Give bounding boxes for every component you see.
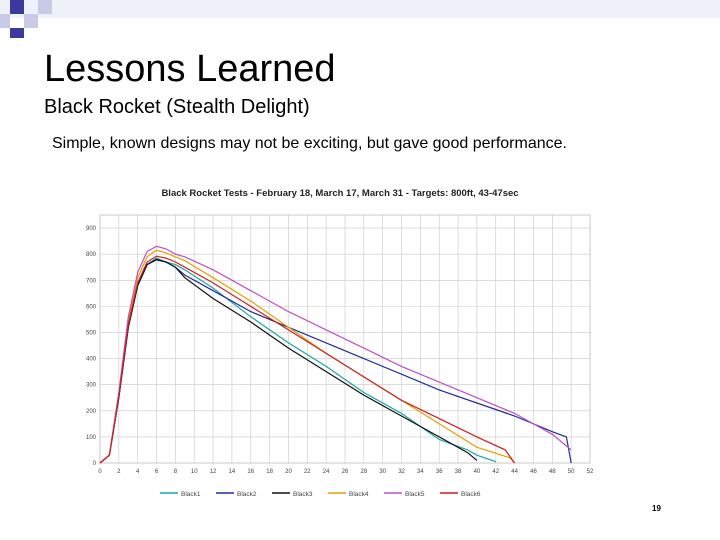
x-tick-label: 42 (492, 469, 499, 475)
x-tick-label: 4 (136, 469, 140, 475)
x-tick-label: 0 (98, 469, 102, 475)
line-chart: Black Rocket Tests - February 18, March … (86, 188, 594, 498)
x-tick-label: 40 (474, 469, 481, 475)
x-tick-label: 20 (285, 469, 292, 475)
x-tick-label: 32 (398, 469, 405, 475)
bullet-text: Simple, known designs may not be excitin… (52, 135, 567, 152)
y-tick-label: 200 (86, 409, 97, 415)
legend-label-black6: Black6 (461, 491, 481, 498)
x-tick-label: 22 (304, 469, 311, 475)
x-tick-label: 6 (155, 469, 159, 475)
slide-title: Lessons Learned (44, 48, 336, 90)
legend-label-black2: Black2 (237, 491, 257, 498)
x-tick-label: 2 (117, 469, 121, 475)
legend-label-black5: Black5 (405, 491, 425, 498)
x-tick-label: 10 (191, 469, 198, 475)
y-tick-label: 500 (86, 330, 97, 336)
x-tick-label: 48 (549, 469, 556, 475)
x-tick-label: 30 (379, 469, 386, 475)
decorative-squares (0, 0, 720, 38)
x-tick-label: 46 (530, 469, 537, 475)
y-tick-label: 700 (86, 278, 97, 284)
legend-label-black1: Black1 (181, 491, 201, 498)
slide-subtitle: Black Rocket (Stealth Delight) (44, 96, 310, 118)
x-tick-label: 16 (247, 469, 254, 475)
y-tick-label: 100 (86, 435, 97, 441)
x-tick-label: 18 (266, 469, 273, 475)
legend-label-black3: Black3 (293, 491, 313, 498)
legend-label-black4: Black4 (349, 491, 369, 498)
y-tick-label: 600 (86, 304, 97, 310)
y-tick-label: 900 (86, 226, 97, 232)
x-tick-label: 26 (342, 469, 349, 475)
x-tick-label: 28 (361, 469, 368, 475)
x-tick-label: 24 (323, 469, 330, 475)
chart-title: Black Rocket Tests - February 18, March … (161, 188, 518, 199)
x-tick-label: 50 (568, 469, 575, 475)
series-line-black4 (99, 249, 516, 464)
x-tick-label: 34 (417, 469, 424, 475)
x-tick-label: 52 (587, 469, 594, 475)
series-line-black5 (99, 245, 572, 464)
y-tick-label: 300 (86, 383, 97, 389)
series-line-black6 (99, 255, 516, 464)
y-tick-label: 800 (86, 252, 97, 258)
x-tick-label: 12 (210, 469, 217, 475)
y-tick-label: 400 (86, 357, 97, 363)
x-tick-label: 8 (174, 469, 178, 475)
x-tick-label: 36 (436, 469, 443, 475)
x-tick-label: 38 (455, 469, 462, 475)
x-tick-label: 44 (511, 469, 518, 475)
page-number: 19 (652, 504, 661, 513)
y-tick-label: 0 (93, 461, 97, 467)
x-tick-label: 14 (229, 469, 236, 475)
